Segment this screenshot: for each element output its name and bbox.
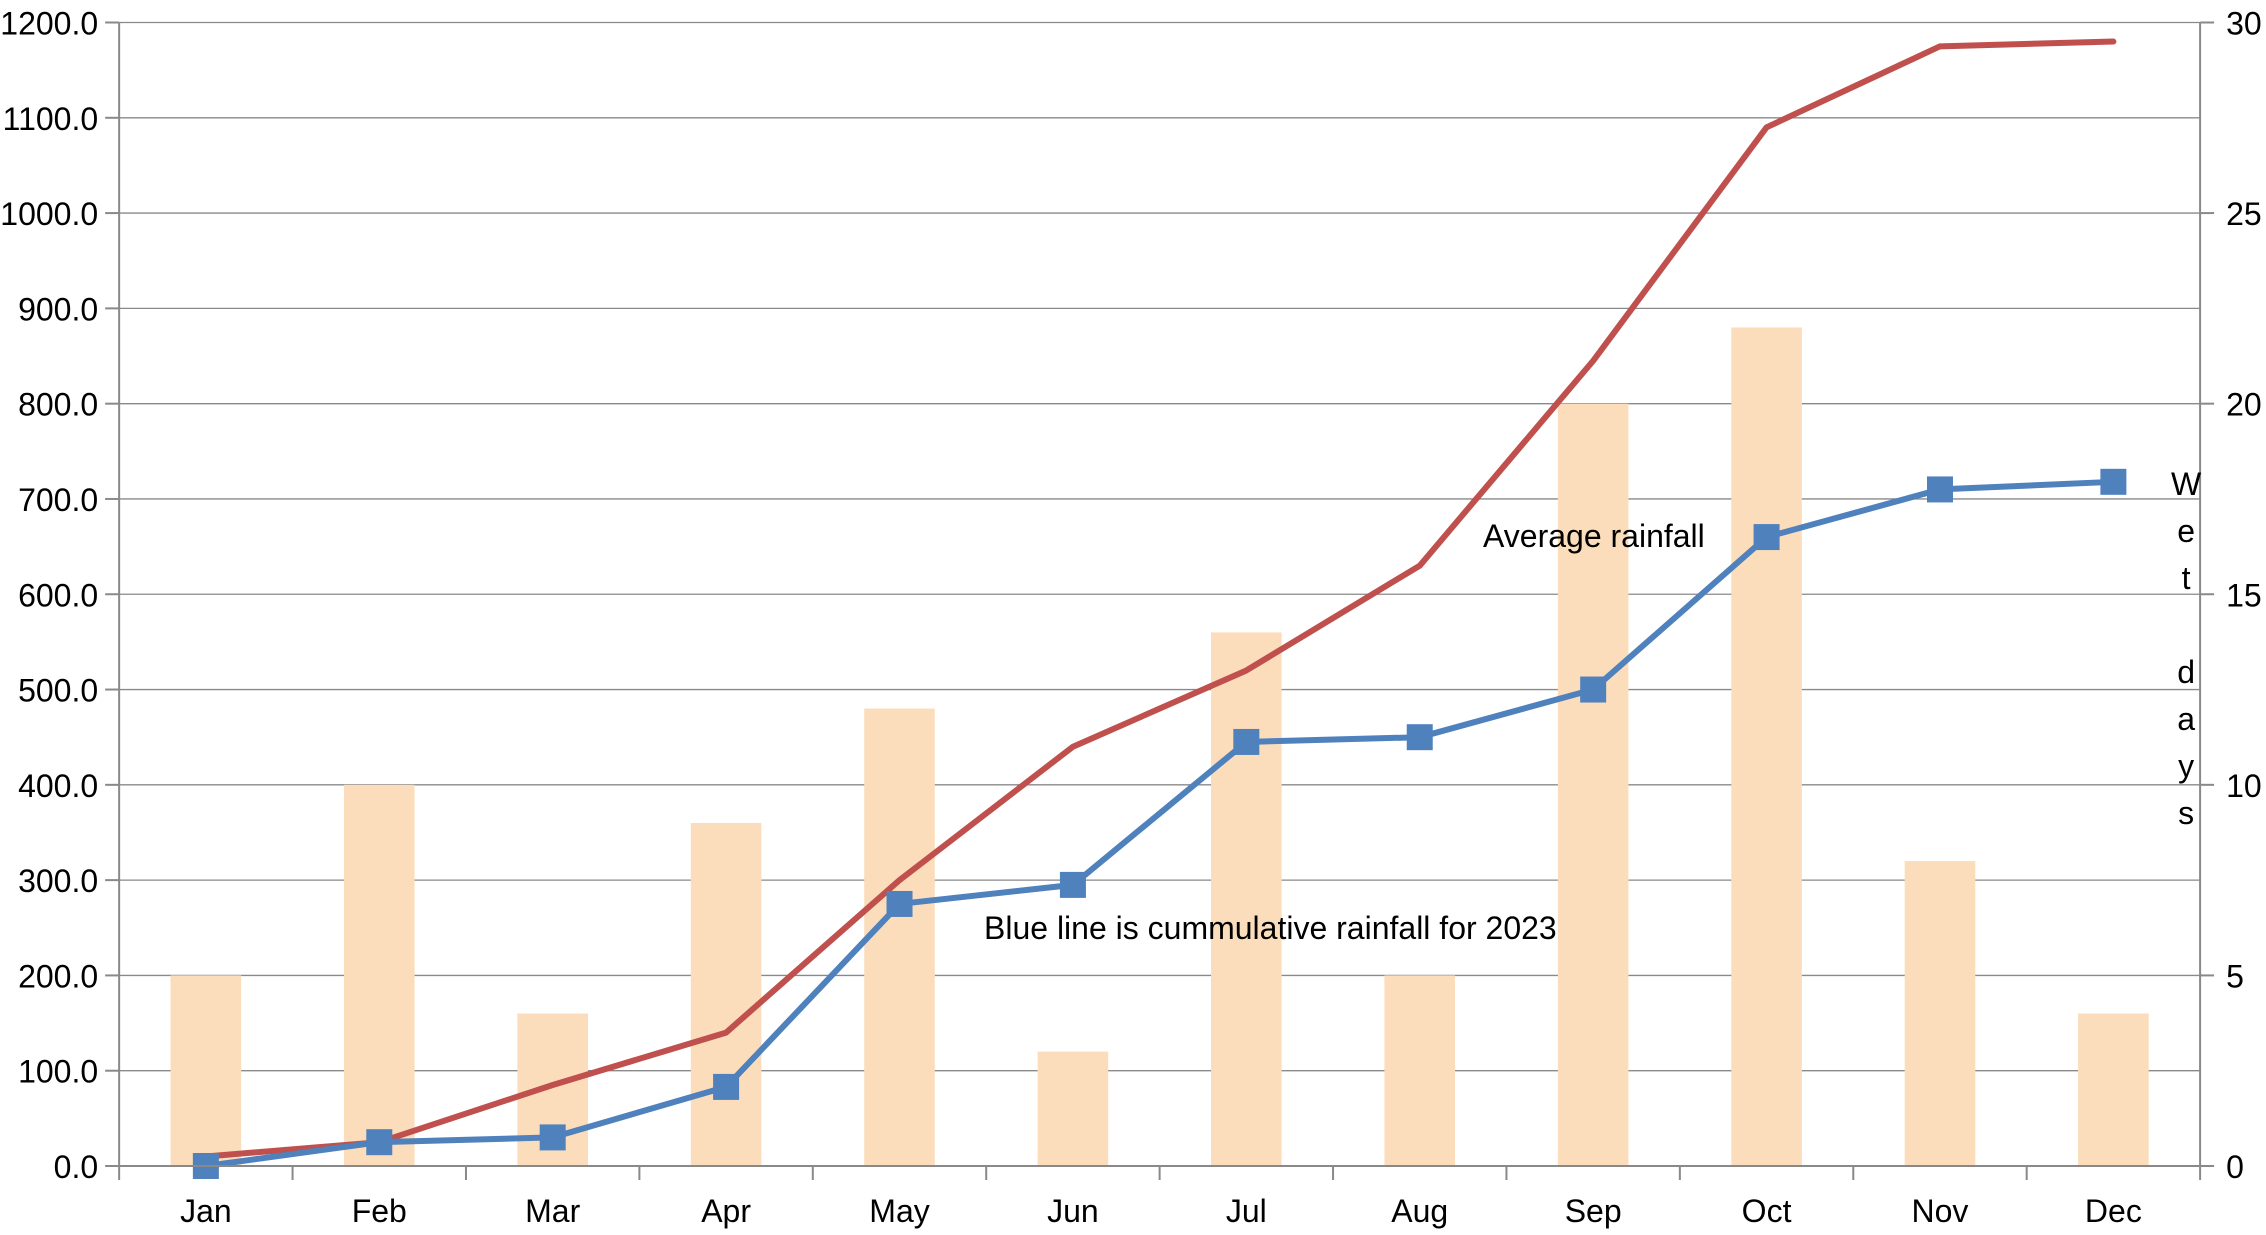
svg-text:Average rainfall: Average rainfall bbox=[1483, 518, 1705, 554]
svg-text:Jan: Jan bbox=[180, 1193, 232, 1229]
svg-text:800.0: 800.0 bbox=[18, 387, 98, 423]
svg-text:200.0: 200.0 bbox=[18, 958, 98, 994]
svg-text:Mar: Mar bbox=[525, 1193, 580, 1229]
svg-text:d: d bbox=[2177, 654, 2195, 690]
svg-text:1000.0: 1000.0 bbox=[0, 196, 98, 232]
svg-text:25: 25 bbox=[2226, 196, 2262, 232]
svg-text:15: 15 bbox=[2226, 577, 2262, 613]
svg-text:Dec: Dec bbox=[2085, 1193, 2142, 1229]
svg-text:Nov: Nov bbox=[1912, 1193, 1969, 1229]
svg-text:0.0: 0.0 bbox=[54, 1149, 98, 1185]
svg-text:300.0: 300.0 bbox=[18, 863, 98, 899]
svg-text:Jul: Jul bbox=[1226, 1193, 1267, 1229]
svg-text:900.0: 900.0 bbox=[18, 291, 98, 327]
svg-text:t: t bbox=[2182, 560, 2191, 596]
svg-text:y: y bbox=[2178, 748, 2194, 784]
svg-text:10: 10 bbox=[2226, 768, 2262, 804]
svg-text:Blue line is cummulative rainf: Blue line is cummulative rainfall for 20… bbox=[984, 910, 1557, 946]
svg-text:Apr: Apr bbox=[701, 1193, 751, 1229]
svg-text:May: May bbox=[869, 1193, 929, 1229]
svg-text:Jun: Jun bbox=[1047, 1193, 1099, 1229]
svg-text:a: a bbox=[2177, 701, 2195, 737]
svg-text:s: s bbox=[2178, 795, 2194, 831]
svg-text:700.0: 700.0 bbox=[18, 482, 98, 518]
svg-text:1100.0: 1100.0 bbox=[3, 101, 99, 137]
svg-text:0: 0 bbox=[2226, 1149, 2244, 1185]
svg-text:Feb: Feb bbox=[352, 1193, 407, 1229]
svg-text:600.0: 600.0 bbox=[18, 577, 98, 613]
svg-text:30: 30 bbox=[2226, 6, 2262, 42]
svg-text:W: W bbox=[2171, 466, 2202, 502]
svg-text:Sep: Sep bbox=[1565, 1193, 1622, 1229]
svg-text:20: 20 bbox=[2226, 387, 2262, 423]
svg-text:e: e bbox=[2177, 513, 2195, 549]
svg-text:100.0: 100.0 bbox=[18, 1054, 98, 1090]
svg-text:5: 5 bbox=[2226, 958, 2244, 994]
svg-text:1200.0: 1200.0 bbox=[0, 6, 98, 42]
svg-text:Oct: Oct bbox=[1742, 1193, 1792, 1229]
svg-text:500.0: 500.0 bbox=[18, 673, 98, 709]
svg-text:Aug: Aug bbox=[1391, 1193, 1448, 1229]
svg-text:400.0: 400.0 bbox=[18, 768, 98, 804]
